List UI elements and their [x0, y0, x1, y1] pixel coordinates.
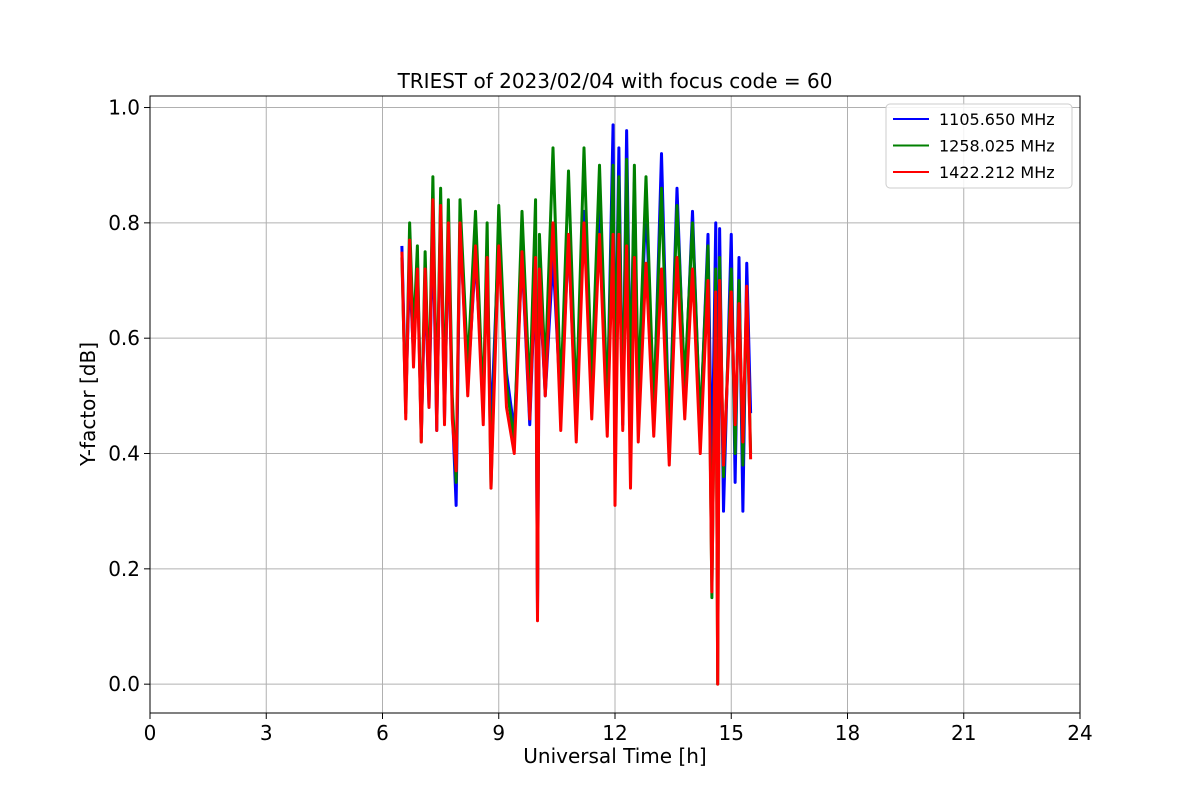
y-tick-label: 0.0 [108, 672, 140, 696]
legend-label-1: 1105.650 MHz [939, 110, 1055, 129]
legend-items: 1105.650 MHz 1258.025 MHz 1422.212 MHz [893, 110, 1055, 182]
legend-label-2: 1258.025 MHz [939, 137, 1055, 156]
x-tick-label: 0 [144, 721, 157, 745]
x-tick-label: 6 [376, 721, 389, 745]
y-tick-label: 0.8 [108, 211, 140, 235]
x-axis-label: Universal Time [h] [523, 744, 706, 768]
y-tick-label: 0.4 [108, 442, 140, 466]
chart-title: TRIEST of 2023/02/04 with focus code = 6… [397, 69, 833, 93]
y-tick-label: 0.2 [108, 557, 140, 581]
x-tick-label: 21 [951, 721, 976, 745]
x-tick-label: 12 [602, 721, 627, 745]
series-line-3 [400, 198, 753, 686]
y-axis-ticks: 0.0 0.2 0.4 0.6 0.8 1.0 [108, 96, 150, 696]
x-tick-label: 18 [835, 721, 860, 745]
x-axis-ticks: 0 3 6 9 12 15 18 21 24 [144, 713, 1093, 745]
y-tick-label: 0.6 [108, 326, 140, 350]
legend: 1105.650 MHz 1258.025 MHz 1422.212 MHz [885, 103, 1073, 189]
x-tick-label: 9 [492, 721, 505, 745]
y-axis-label: Y-factor [dB] [76, 342, 100, 467]
x-tick-label: 15 [719, 721, 744, 745]
series-layer [400, 123, 753, 686]
y-tick-label: 1.0 [108, 96, 140, 120]
x-tick-label: 24 [1067, 721, 1092, 745]
legend-label-3: 1422.212 MHz [939, 163, 1055, 182]
legend-box [885, 103, 1073, 189]
x-tick-label: 3 [260, 721, 273, 745]
